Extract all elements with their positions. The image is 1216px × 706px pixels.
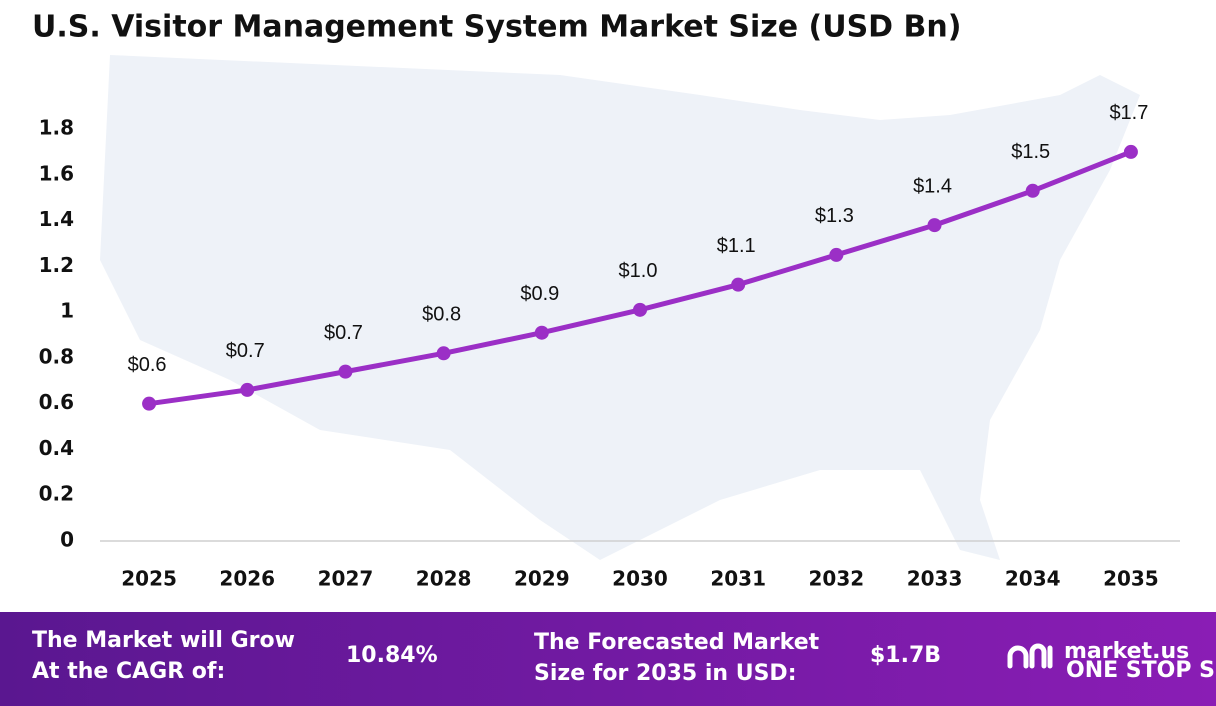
x-tick-label: 2025 — [121, 567, 177, 591]
x-tick-label: 2028 — [416, 567, 472, 591]
marker — [142, 396, 157, 411]
map-background — [100, 55, 1140, 560]
cagr-label: The Market will Grow — [32, 628, 295, 653]
value-label: $0.9 — [520, 283, 559, 305]
value-label: $0.7 — [324, 322, 363, 344]
marker — [534, 325, 549, 340]
y-tick-label: 0.4 — [39, 436, 74, 460]
value-label: $1.1 — [717, 235, 756, 257]
marker — [1025, 183, 1040, 198]
logo-icon — [1007, 643, 1053, 669]
marker — [1123, 144, 1138, 159]
x-tick-label: 2030 — [612, 567, 668, 591]
value-label: $1.0 — [619, 260, 658, 282]
y-tick-label: 1.2 — [39, 253, 74, 277]
cagr-label: At the CAGR of: — [32, 659, 225, 684]
y-tick-label: 0 — [60, 528, 74, 552]
x-tick-label: 2033 — [907, 567, 963, 591]
logo-tagline: ONE STOP SHOP FOR THE REPORTS — [1066, 658, 1216, 683]
x-tick-label: 2031 — [710, 567, 766, 591]
x-tick-label: 2032 — [809, 567, 865, 591]
y-tick-label: 1.8 — [39, 116, 74, 140]
forecast-label: The Forecasted Market — [534, 630, 820, 655]
logo-text: market.us — [1064, 639, 1189, 664]
marker — [338, 364, 353, 379]
y-tick-label: 1 — [60, 299, 74, 323]
y-tick-label: 0.6 — [39, 390, 74, 414]
forecast-value: $1.7B — [870, 643, 941, 668]
marker — [829, 247, 844, 262]
forecast-label: Size for 2035 in USD: — [534, 661, 797, 686]
y-tick-label: 0.8 — [39, 344, 74, 368]
value-label: $0.8 — [422, 304, 461, 326]
value-label: $0.6 — [128, 354, 167, 376]
x-tick-label: 2029 — [514, 567, 570, 591]
cagr-value: 10.84% — [346, 643, 438, 668]
x-tick-label: 2034 — [1005, 567, 1061, 591]
y-tick-label: 1.4 — [39, 207, 74, 231]
value-label: $1.3 — [815, 205, 854, 227]
value-label: $0.7 — [226, 340, 265, 362]
value-label: $1.5 — [1011, 141, 1050, 163]
chart-title: U.S. Visitor Management System Market Si… — [32, 10, 961, 45]
y-tick-label: 1.6 — [39, 161, 74, 185]
marker — [240, 382, 255, 397]
marker — [436, 346, 451, 361]
x-tick-label: 2035 — [1103, 567, 1159, 591]
value-label: $1.7 — [1109, 102, 1148, 124]
marker — [927, 218, 942, 233]
footer-band — [0, 612, 1216, 706]
x-tick-label: 2027 — [318, 567, 374, 591]
marker — [731, 277, 746, 292]
value-label: $1.4 — [913, 175, 952, 197]
marker — [633, 302, 647, 317]
x-tick-label: 2026 — [219, 567, 275, 591]
y-tick-label: 0.2 — [39, 482, 74, 506]
